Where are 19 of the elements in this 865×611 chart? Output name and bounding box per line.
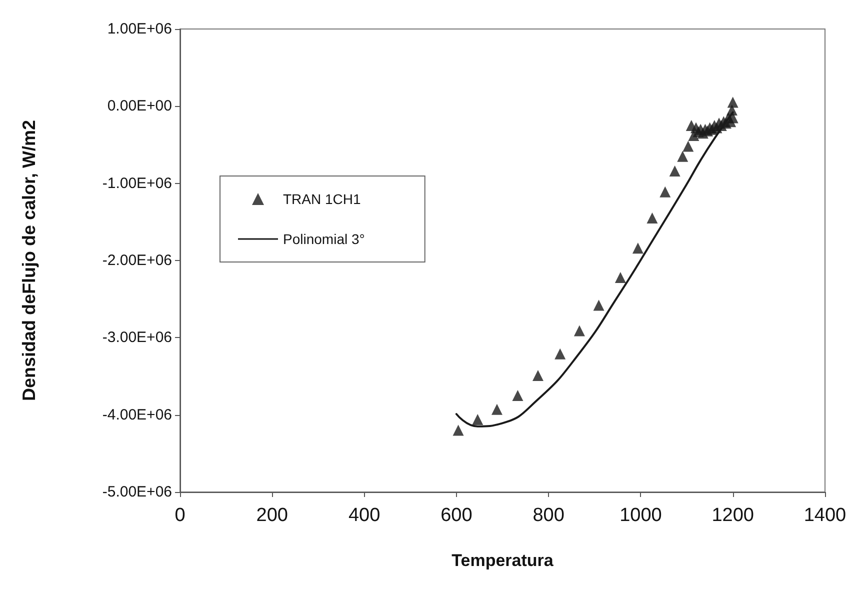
y-tick-label: 0.00E+00 (107, 98, 172, 115)
x-tick-label: 800 (532, 505, 564, 526)
x-tick-label: 400 (348, 505, 380, 526)
legend-label: TRAN 1CH1 (283, 191, 362, 207)
y-tick-label: -3.00E+06 (102, 329, 172, 346)
y-tick-label: 1.00E+06 (107, 20, 172, 38)
y-tick-label: -4.00E+06 (102, 406, 172, 424)
x-axis-title: Temperatura (452, 551, 554, 570)
x-tick-label: 200 (256, 505, 288, 526)
y-tick-label: -5.00E+06 (102, 484, 172, 500)
y-axis-title: Densidad deFlujo de calor, W/m2 (19, 120, 39, 402)
x-tick-label: 1000 (620, 505, 662, 526)
y-tick-label: -1.00E+06 (102, 174, 172, 192)
x-tick-label: 600 (440, 505, 472, 526)
x-tick-label: 0 (174, 505, 186, 526)
x-tick-label: 1200 (712, 505, 754, 526)
x-tick-label: 1400 (804, 505, 846, 526)
y-tick-label: -2.00E+06 (102, 252, 172, 269)
legend-label: Polinomial 3° (283, 231, 365, 247)
